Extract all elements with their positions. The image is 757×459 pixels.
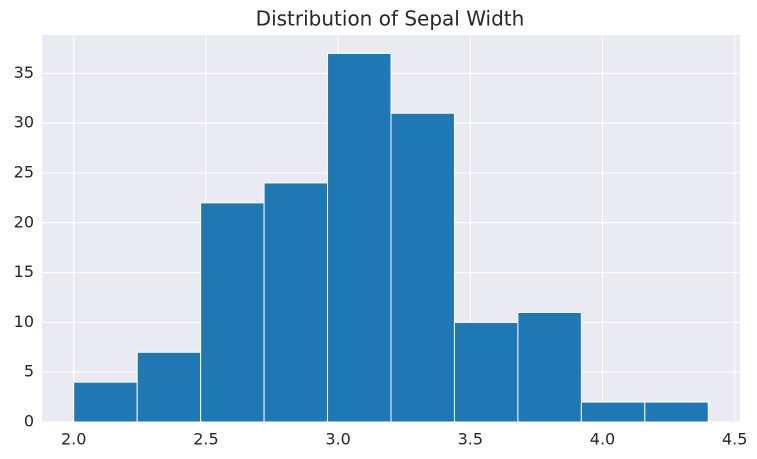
y-tick-label: 30 <box>14 113 34 132</box>
bar <box>263 182 329 423</box>
x-tick-label: 3.5 <box>458 430 483 449</box>
bar <box>517 311 582 423</box>
bar <box>73 381 138 423</box>
x-tick-label: 4.0 <box>590 430 615 449</box>
bar <box>200 202 265 423</box>
y-tick-label: 20 <box>14 212 34 231</box>
y-tick-label: 5 <box>24 362 34 381</box>
bar <box>136 351 202 423</box>
y-tick-label: 15 <box>14 262 34 281</box>
y-tick-label: 0 <box>24 412 34 431</box>
bar <box>644 401 709 423</box>
chart-title: Distribution of Sepal Width <box>256 7 525 31</box>
x-tick-label: 2.5 <box>193 430 218 449</box>
y-tick-label: 10 <box>14 312 34 331</box>
x-tick-label: 4.5 <box>722 430 747 449</box>
bar <box>453 321 519 423</box>
x-tick-label: 3.0 <box>325 430 350 449</box>
bar <box>390 112 455 423</box>
bar <box>580 401 646 423</box>
y-tick-label: 35 <box>14 63 34 82</box>
x-tick-label: 2.0 <box>61 430 86 449</box>
bar <box>327 52 392 423</box>
y-tick-label: 25 <box>14 162 34 181</box>
